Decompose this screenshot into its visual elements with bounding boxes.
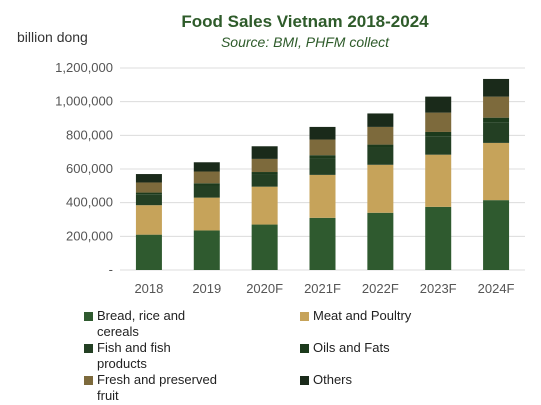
legend-swatch [84, 312, 93, 321]
legend-label: Bread, rice and cereals [97, 308, 186, 339]
bar-segment [483, 96, 510, 118]
bar-stack-2020f [251, 146, 278, 270]
legend-label: Fish and fish products [97, 340, 171, 371]
bar-segment [193, 230, 220, 270]
bar-segment [193, 162, 220, 172]
x-tick-label: 2018 [134, 281, 163, 296]
bar-segment [251, 158, 278, 173]
bar-segment [367, 147, 394, 165]
x-tick-label: 2020F [246, 281, 283, 296]
legend-swatch [300, 344, 309, 353]
bar-segment [135, 234, 162, 270]
y-tick-label: 800,000 [66, 127, 113, 142]
x-tick-label: 2019 [192, 281, 221, 296]
bar-segment [251, 186, 278, 225]
bar-stack-2024f [483, 78, 510, 270]
x-tick-label: 2022F [362, 281, 399, 296]
bar-segment [425, 136, 452, 155]
y-tick-label: 1,000,000 [55, 94, 113, 109]
bar-segment [425, 96, 452, 113]
y-tick-label: 1,200,000 [55, 60, 113, 75]
legend-item: Others [300, 372, 513, 388]
bar-stack-2023f [425, 96, 452, 270]
x-tick-label: 2024F [478, 281, 515, 296]
bar-segment [193, 185, 220, 198]
legend-item: Fish and fish products [84, 340, 222, 372]
bar-segment [483, 142, 510, 201]
bar-segment [251, 146, 278, 159]
bar-segment [483, 78, 510, 97]
y-axis-ticks: - 200,000 400,000 600,000 800,000 1,000,000 1,… [55, 60, 113, 277]
bar-segment [251, 172, 278, 175]
bar-stack-2018 [135, 174, 162, 270]
legend-swatch [84, 344, 93, 353]
y-tick-label: 600,000 [66, 161, 113, 176]
bar-segment [483, 122, 510, 143]
legend-item: Bread, rice and cereals [84, 308, 222, 340]
bar-segment [135, 205, 162, 235]
x-axis-ticks: 2018 2019 2020F 2021F 2022F 2023F 2024F [134, 281, 514, 296]
bar-segment [135, 174, 162, 183]
bar-segment [425, 131, 452, 137]
bar-stack-2021f [309, 126, 336, 270]
legend-swatch [300, 376, 309, 385]
bar-segment [483, 117, 510, 123]
bar-segment [135, 194, 162, 206]
bars [135, 78, 510, 270]
legend-swatch [300, 312, 309, 321]
bar-segment [425, 154, 452, 207]
bar-segment [367, 144, 394, 148]
bar-segment [251, 174, 278, 187]
bar-segment [135, 182, 162, 193]
bar-stack-2019 [193, 162, 220, 270]
bar-segment [425, 112, 452, 132]
bar-segment [483, 200, 510, 270]
bar-segment [135, 192, 162, 195]
bar-segment [309, 158, 336, 175]
bar-segment [251, 224, 278, 270]
x-tick-label: 2023F [420, 281, 457, 296]
bar-segment [425, 206, 452, 270]
legend-item: Fresh and preserved fruit [84, 372, 222, 404]
bar-segment [367, 113, 394, 127]
bar-segment [309, 139, 336, 156]
legend-label: Fresh and preserved fruit [97, 372, 217, 403]
legend-swatch [84, 376, 93, 385]
bar-stack-2022f [367, 113, 394, 270]
y-tick-label: 400,000 [66, 195, 113, 210]
bar-segment [309, 174, 336, 218]
y-tick-label: - [109, 262, 113, 277]
legend-label: Others [313, 372, 353, 387]
legend-label: Meat and Poultry [313, 308, 412, 323]
bar-segment [309, 126, 336, 140]
y-tick-label: 200,000 [66, 228, 113, 243]
bar-segment [193, 197, 220, 231]
bar-segment [193, 183, 220, 186]
x-tick-label: 2021F [304, 281, 341, 296]
chart-subtitle: Source: BMI, PHFM collect [221, 34, 390, 50]
bar-segment [367, 212, 394, 270]
bar-segment [367, 164, 394, 213]
bar-segment [193, 171, 220, 184]
legend-item: Oils and Fats [300, 340, 513, 356]
legend-label: Oils and Fats [313, 340, 390, 355]
legend-item: Meat and Poultry [300, 308, 513, 324]
bar-segment [309, 155, 336, 159]
bar-segment [367, 126, 394, 145]
y-axis-label: billion dong [17, 29, 88, 45]
chart-title: Food Sales Vietnam 2018-2024 [181, 12, 429, 31]
bar-segment [309, 217, 336, 270]
